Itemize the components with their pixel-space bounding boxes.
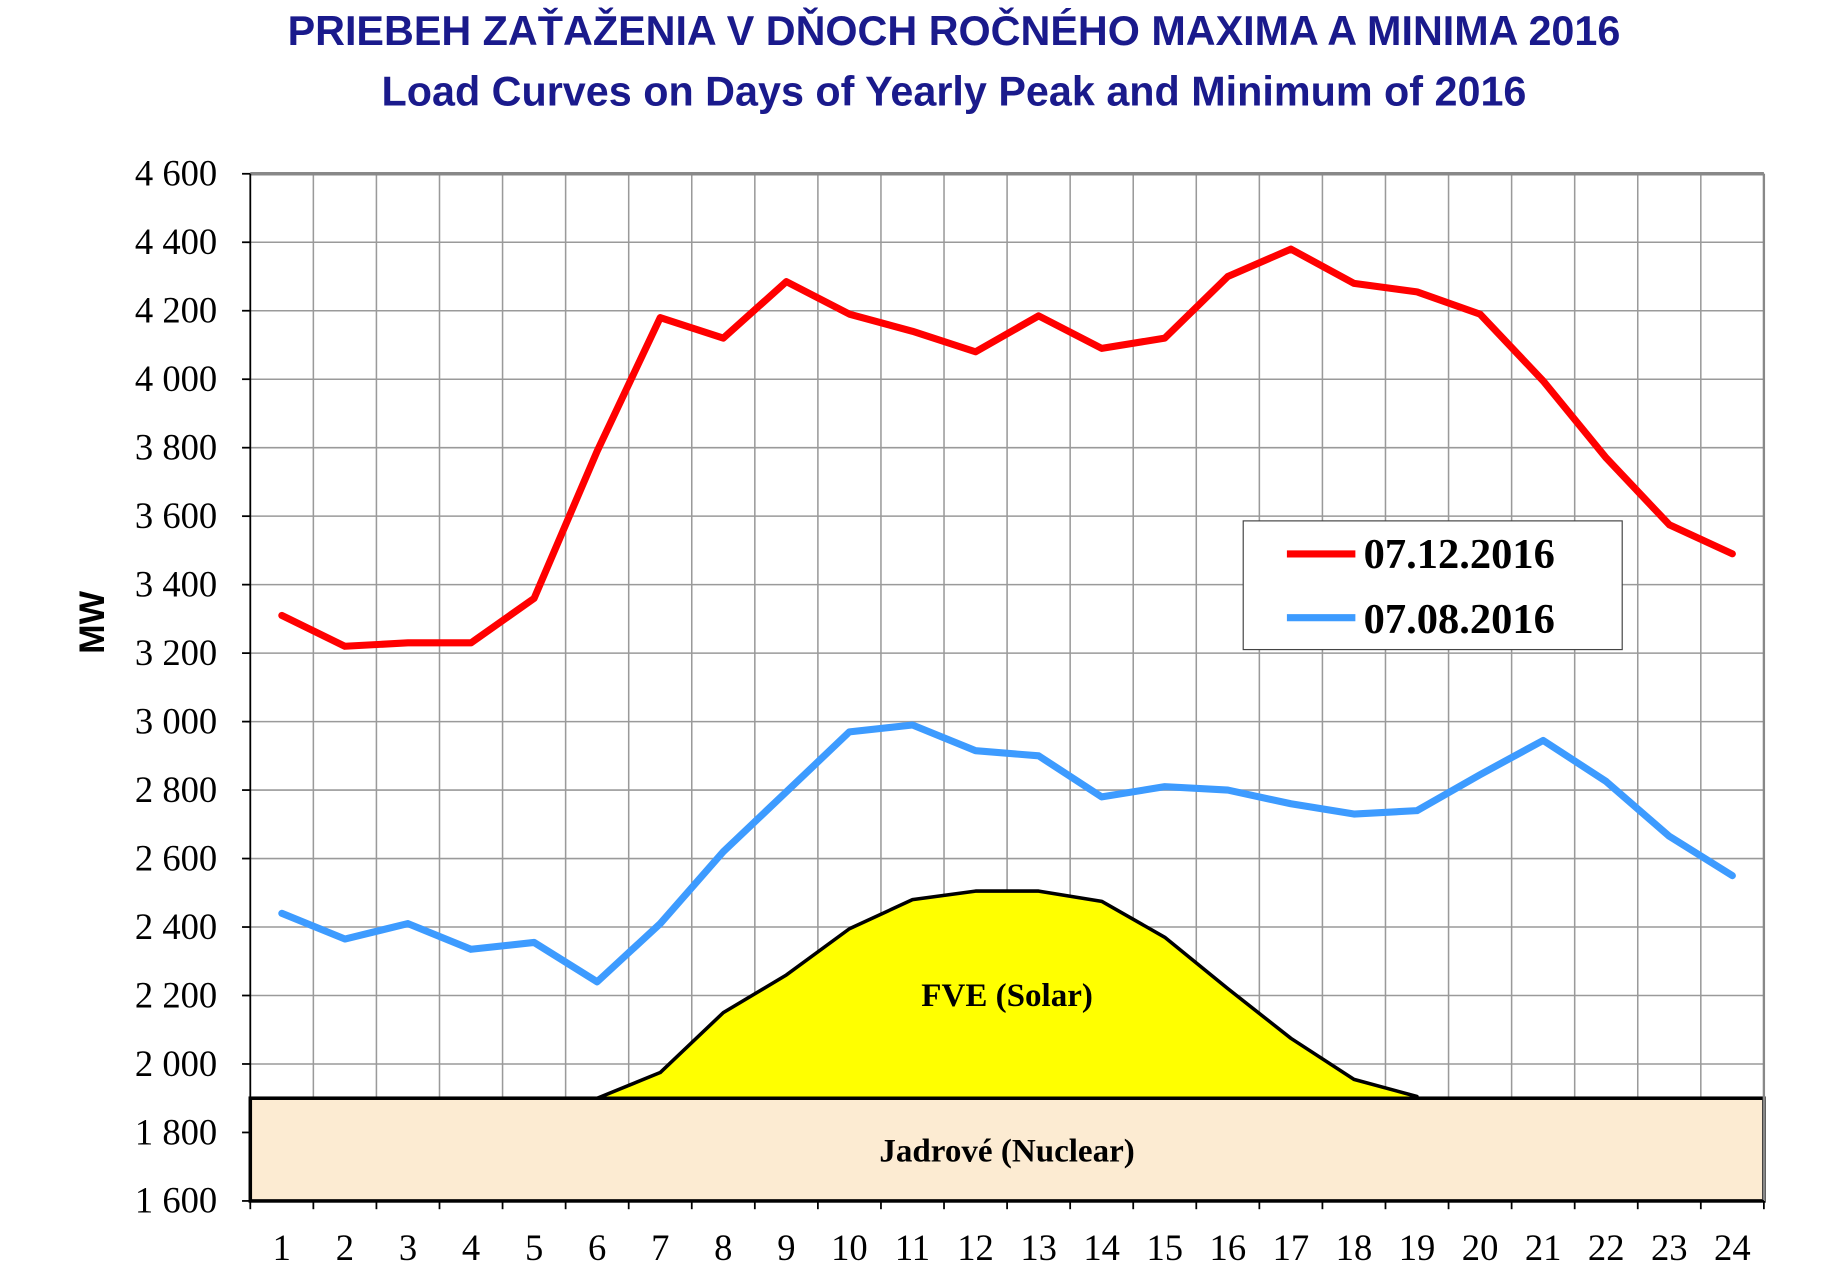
x-tick-label: 12	[957, 1227, 994, 1268]
x-tick-label: 19	[1399, 1227, 1436, 1268]
series-line-minimum	[278, 721, 1736, 986]
x-tick-label: 11	[895, 1227, 930, 1268]
x-tick-label: 15	[1146, 1227, 1183, 1268]
x-tick-label: 22	[1588, 1227, 1625, 1268]
x-tick-label: 1	[273, 1227, 291, 1268]
solar-area-label: FVE (Solar)	[921, 978, 1093, 1014]
x-tick-label: 2	[336, 1227, 354, 1268]
x-tick-label: 10	[831, 1227, 868, 1268]
x-tick-label: 20	[1462, 1227, 1499, 1268]
y-tick-label: 2 000	[135, 1043, 217, 1084]
y-tick-label: 2 600	[135, 837, 217, 878]
x-tick-label: 6	[588, 1227, 606, 1268]
x-tick-label: 24	[1714, 1227, 1751, 1268]
y-tick-label: 2 800	[135, 769, 217, 810]
x-tick-label: 7	[651, 1227, 669, 1268]
x-tick-label: 16	[1210, 1227, 1247, 1268]
legend-box	[1242, 520, 1623, 651]
y-tick-label: 4 400	[135, 221, 217, 262]
x-tick-label: 23	[1651, 1227, 1688, 1268]
y-tick-label: 3 600	[135, 495, 217, 536]
legend-label-min: 07.08.2016	[1364, 596, 1555, 643]
nuclear-area-label: Jadrové (Nuclear)	[879, 1133, 1134, 1169]
y-axis-label: MW	[72, 590, 112, 653]
legend: 07.12.2016 07.08.2016	[1242, 520, 1623, 651]
y-tick-label: 3 200	[135, 632, 217, 673]
y-tick-label: 1 800	[135, 1111, 217, 1152]
y-tick-label: 4 200	[135, 290, 217, 331]
axes: 1 600 1 800 2 000 2 200 2 400 2 600 2 800 3 000…	[135, 153, 1766, 1268]
y-tick-label: 2 200	[135, 974, 217, 1015]
y-tick-label: 1 600	[135, 1180, 217, 1221]
x-tick-label: 9	[777, 1227, 795, 1268]
y-tick-label: 3 400	[135, 563, 217, 604]
areas: Jadrové (Nuclear) FVE (Solar)	[248, 889, 1766, 1203]
legend-label-peak: 07.12.2016	[1364, 531, 1555, 578]
x-tick-label: 18	[1336, 1227, 1373, 1268]
y-tick-label: 4 000	[135, 358, 217, 399]
x-tick-label: 3	[399, 1227, 417, 1268]
x-tick-label: 17	[1273, 1227, 1310, 1268]
x-tick-label: 14	[1083, 1227, 1120, 1268]
solar-area	[595, 889, 1419, 1100]
x-tick-label: 13	[1020, 1227, 1057, 1268]
series-lines	[278, 245, 1736, 986]
x-tick-label: 5	[525, 1227, 543, 1268]
chart-title: PRIEBEH ZAŤAŽENIA V DŇOCH ROČNÉHO MAXIMA…	[288, 8, 1621, 54]
chart-subtitle: Load Curves on Days of Yearly Peak and M…	[382, 68, 1527, 114]
y-tick-label: 3 000	[135, 700, 217, 741]
y-tick-label: 3 800	[135, 426, 217, 467]
x-tick-label: 8	[714, 1227, 732, 1268]
y-tick-label: 2 400	[135, 906, 217, 947]
x-tick-label: 4	[462, 1227, 480, 1268]
y-tick-label: 4 600	[135, 153, 217, 194]
x-tick-label: 21	[1525, 1227, 1562, 1268]
series-line-peak	[278, 245, 1736, 650]
